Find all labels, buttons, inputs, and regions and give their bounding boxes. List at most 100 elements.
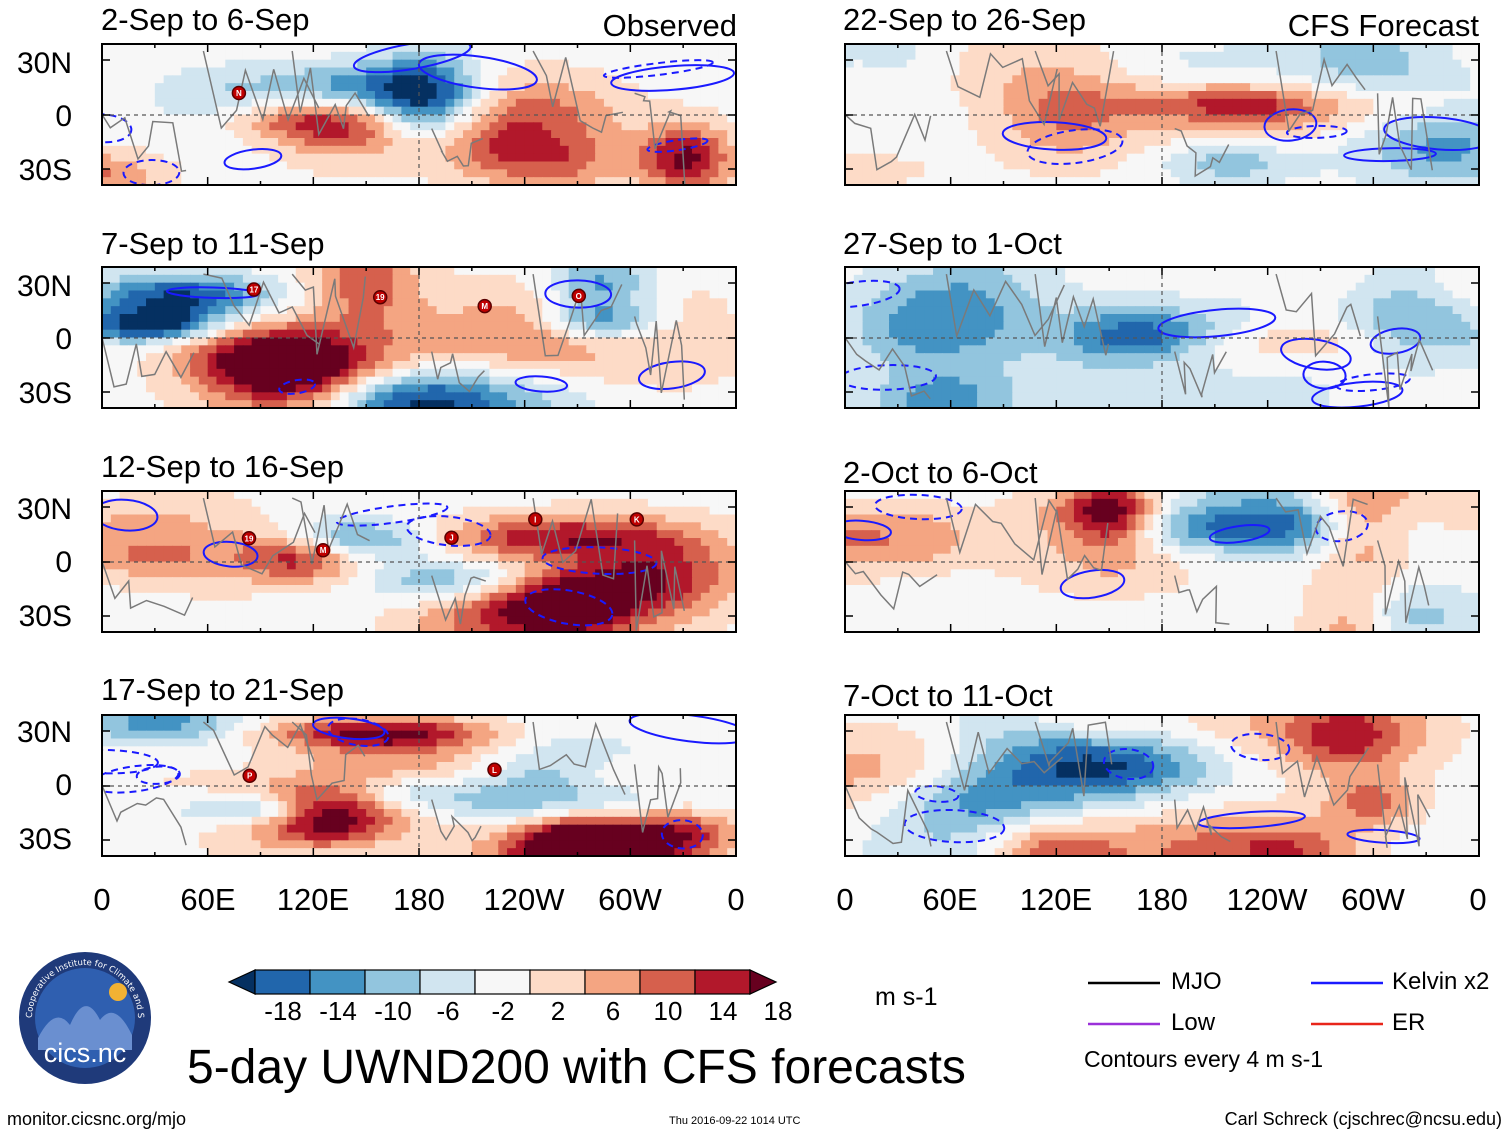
field-cell <box>665 491 675 500</box>
panel-6-title: 27-Sep to 1-Oct <box>843 226 1062 261</box>
field-cell <box>621 106 631 116</box>
field-cell <box>216 314 226 323</box>
field-cell <box>110 498 121 508</box>
field-cell <box>269 514 279 523</box>
field-cell <box>102 809 112 818</box>
field-cell <box>234 530 244 539</box>
field-cell <box>357 130 367 139</box>
field-cell <box>181 400 191 408</box>
field-cell <box>207 145 218 155</box>
field-cell <box>172 762 182 771</box>
field-cell <box>102 98 112 108</box>
field-cell <box>410 530 420 539</box>
field-cell <box>480 274 491 284</box>
field-cell <box>216 75 226 84</box>
field-cell <box>498 498 508 508</box>
field-cell <box>709 321 719 331</box>
field-cell <box>146 169 156 178</box>
field-cell <box>718 51 728 61</box>
field-cell <box>612 51 623 61</box>
field-cell <box>568 616 579 625</box>
field-cell <box>445 722 455 732</box>
field-cell <box>119 569 130 578</box>
field-cell <box>154 177 165 185</box>
field-cell <box>383 746 394 755</box>
field-cell <box>665 538 675 547</box>
field-cell <box>339 75 350 84</box>
field-cell <box>683 169 693 178</box>
field-cell <box>163 600 174 610</box>
field-cell <box>691 274 702 284</box>
field-cell <box>656 321 667 331</box>
panel-7-title: 2-Oct to 6-Oct <box>843 455 1038 490</box>
field-cell <box>471 361 482 370</box>
field-cell <box>163 793 174 802</box>
field-cell <box>146 777 156 787</box>
field-cell <box>154 801 165 810</box>
field-cell <box>295 361 306 370</box>
field-cell <box>718 577 728 586</box>
field-cell <box>357 785 367 794</box>
field-cell <box>568 298 579 307</box>
field-cell <box>559 98 570 108</box>
field-cell <box>172 44 182 53</box>
field-cell <box>410 91 420 100</box>
field-cell <box>489 801 499 810</box>
field-cell <box>242 514 253 523</box>
field-cell <box>471 122 482 131</box>
field-cell <box>207 337 218 346</box>
x-label-right-120e: 120E <box>1019 882 1093 917</box>
field-cell <box>647 106 658 116</box>
field-cell <box>119 545 130 555</box>
field-cell <box>251 777 262 787</box>
field-cell <box>507 769 517 779</box>
field-cell <box>577 91 587 100</box>
field-cell <box>718 329 728 339</box>
field-cell <box>568 44 579 53</box>
field-cell <box>137 392 147 401</box>
field-cell <box>410 376 420 386</box>
field-cell <box>427 600 438 610</box>
field-cell <box>586 553 596 563</box>
field-cell <box>427 400 438 408</box>
field-cell <box>304 384 314 393</box>
field-cell <box>225 106 235 116</box>
field-cell <box>647 592 658 602</box>
field-cell <box>515 361 526 370</box>
field-cell <box>313 769 323 779</box>
field-cell <box>656 545 667 555</box>
field-cell <box>410 138 420 147</box>
field-cell <box>278 585 288 594</box>
field-cell <box>146 769 156 779</box>
field-cell <box>480 514 491 523</box>
field-cell <box>163 290 174 299</box>
field-cell <box>216 345 226 354</box>
field-cell <box>163 738 174 747</box>
field-cell <box>586 153 596 163</box>
field-cell <box>366 530 376 539</box>
field-cell <box>674 59 684 69</box>
field-cell <box>480 130 491 139</box>
field-cell <box>357 44 367 53</box>
field-cell <box>348 561 358 570</box>
field-cell <box>595 592 605 602</box>
field-cell <box>146 400 156 408</box>
field-cell <box>498 114 508 123</box>
field-cell <box>700 384 711 393</box>
field-cell <box>603 585 614 594</box>
field-cell <box>471 306 482 315</box>
field-cell <box>322 130 332 139</box>
field-cell <box>603 345 614 354</box>
field-cell <box>727 400 736 408</box>
field-cell <box>445 553 455 563</box>
field-cell <box>401 538 411 547</box>
field-cell <box>181 153 191 163</box>
field-cell <box>278 282 288 292</box>
field-cell <box>102 290 112 299</box>
field-cell <box>172 592 182 602</box>
field-cell <box>621 282 631 292</box>
field-cell <box>709 785 719 794</box>
field-cell <box>577 122 587 131</box>
field-cell <box>119 153 130 163</box>
field-cell <box>542 392 552 401</box>
